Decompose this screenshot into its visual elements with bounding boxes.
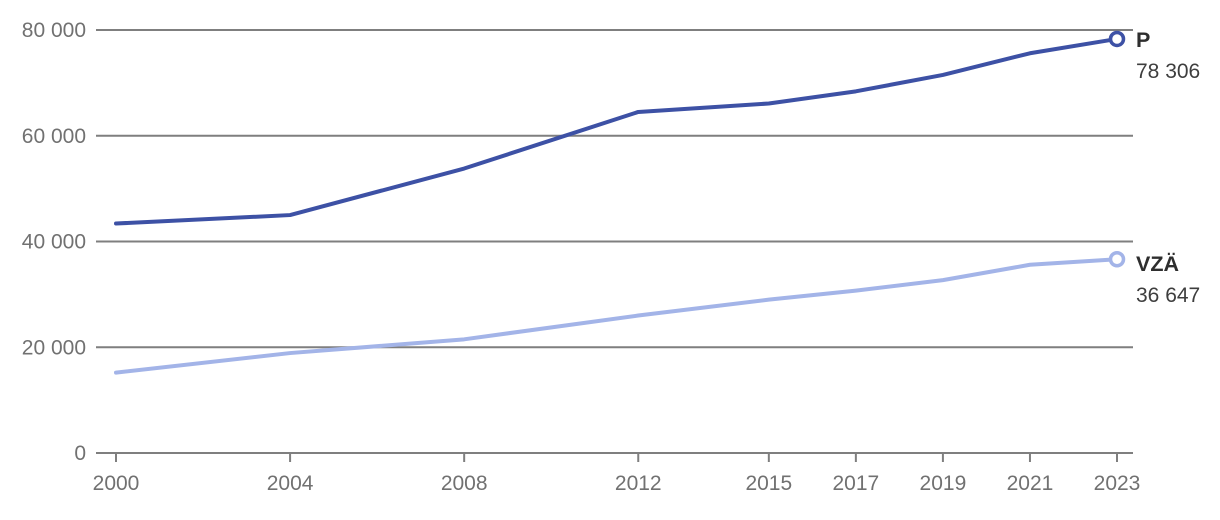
series-end-label-p: P 78 306 [1136,28,1216,84]
y-tick-label: 0 [74,442,86,465]
y-tick-label: 40 000 [22,231,86,254]
x-tick-label: 2019 [920,472,967,495]
series-name-p: P [1136,28,1151,52]
x-tick-label: 2023 [1094,472,1141,495]
y-tick-label: 80 000 [22,19,86,42]
series-line-p [114,36,1119,226]
x-tick-label: 2021 [1007,472,1054,495]
x-tick-label: 2015 [745,472,792,495]
y-tick-label: 60 000 [22,125,86,148]
series-line-vza [114,257,1119,375]
x-tick-label: 2008 [441,472,488,495]
y-tick-label: 20 000 [22,336,86,359]
x-tick-label: 2017 [833,472,880,495]
x-tick-label: 2004 [267,472,314,495]
series-end-marker-vza-icon [1108,250,1126,268]
x-tick-label: 2000 [93,472,140,495]
series-value-p: 78 306 [1136,60,1201,83]
series-end-marker-p-icon [1108,30,1126,48]
series-end-label-vza: VZÄ 36 647 [1136,252,1216,308]
series-name-vza: VZÄ [1136,252,1179,276]
series-value-vza: 36 647 [1136,284,1201,307]
x-tick-label: 2012 [615,472,662,495]
